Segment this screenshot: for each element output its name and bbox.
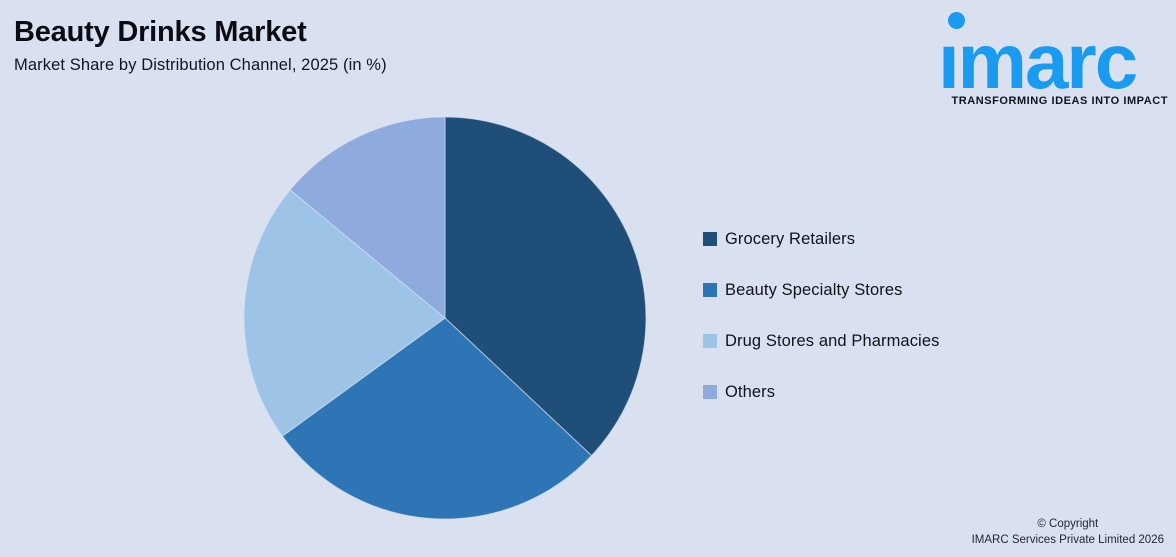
pie-chart (243, 116, 647, 520)
copyright-line2: IMARC Services Private Limited 2026 (971, 534, 1164, 547)
copyright-line1: © Copyright (1037, 517, 1099, 530)
legend-item: Others (703, 380, 939, 404)
legend-item: Drug Stores and Pharmacies (703, 329, 939, 353)
legend: Grocery Retailers Beauty Specialty Stores… (703, 227, 939, 404)
legend-marker (703, 385, 717, 399)
legend-label: Others (725, 382, 776, 401)
logo-dot-icon (948, 12, 965, 29)
legend-item: Beauty Specialty Stores (703, 278, 939, 302)
pie-slice-beauty-specialty-stores (281, 317, 593, 520)
logo-tagline: TRANSFORMING IDEAS INTO IMPACT (951, 95, 1168, 108)
pie-slice-drug-stores-and-pharmacies (243, 189, 446, 437)
legend-label: Grocery Retailers (725, 229, 856, 248)
legend-label: Beauty Specialty Stores (725, 280, 903, 299)
legend-label: Drug Stores and Pharmacies (725, 331, 940, 350)
page-subtitle: Market Share by Distribution Channel, 20… (14, 56, 387, 74)
pie-slice-others (289, 116, 446, 320)
legend-marker (703, 283, 717, 297)
pie-slice-grocery-retailers (444, 116, 647, 457)
imarc-logo: ımarc TRANSFORMING IDEAS INTO IMPACT (936, 8, 1170, 107)
page-title: Beauty Drinks Market (14, 16, 307, 48)
legend-item: Grocery Retailers (703, 227, 939, 251)
legend-marker (703, 334, 717, 348)
logo-wordmark: ımarc (938, 17, 1138, 105)
header: Beauty Drinks Market Market Share by Dis… (14, 16, 387, 75)
legend-marker (703, 232, 717, 246)
copyright-notice: © Copyright IMARC Services Private Limit… (972, 516, 1164, 549)
